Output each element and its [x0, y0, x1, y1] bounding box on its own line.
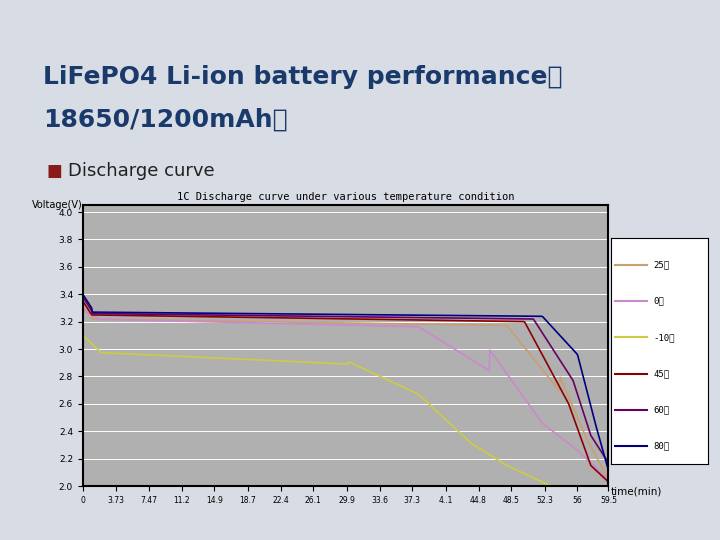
Text: -10℃: -10℃ [653, 333, 675, 342]
Text: 80℃: 80℃ [653, 442, 670, 451]
Text: time(min): time(min) [611, 486, 662, 496]
Title: 1C Discharge curve under various temperature condition: 1C Discharge curve under various tempera… [177, 192, 514, 201]
Text: 45℃: 45℃ [653, 369, 670, 378]
Text: ■: ■ [47, 162, 63, 180]
Text: 25℃: 25℃ [653, 260, 670, 269]
Text: Discharge curve: Discharge curve [68, 162, 215, 180]
Text: 60℃: 60℃ [653, 406, 670, 415]
Text: Voltage(V): Voltage(V) [32, 200, 83, 210]
Text: 0℃: 0℃ [653, 296, 664, 306]
Text: LiFePO4 Li-ion battery performance（: LiFePO4 Li-ion battery performance（ [43, 65, 563, 89]
Text: 18650/1200mAh）: 18650/1200mAh） [43, 108, 288, 132]
